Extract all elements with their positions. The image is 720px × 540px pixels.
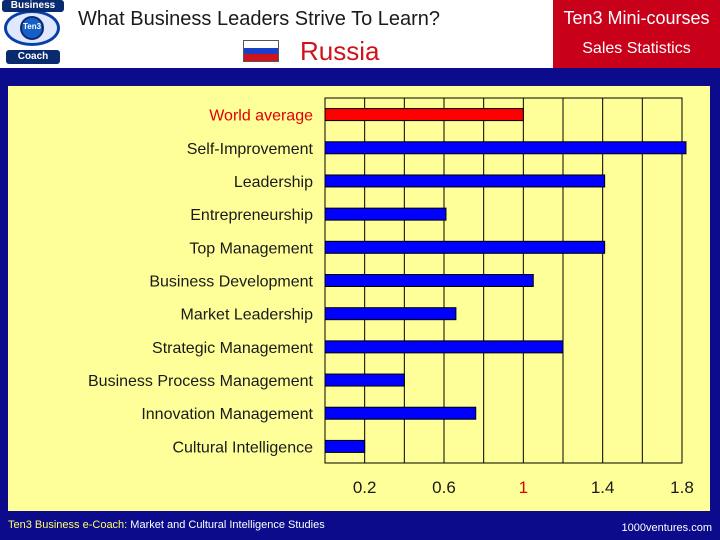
series-subtitle: Sales Statistics	[582, 40, 691, 57]
bar-chart: World average Self-Improvement Leadership E…	[88, 97, 694, 497]
footer-caption: Ten3 Business e-Coach: Market and Cultur…	[8, 519, 325, 531]
bar	[324, 240, 606, 254]
bar	[324, 207, 447, 221]
logo-top-text: Business	[2, 0, 64, 12]
x-tick-label: 1.8	[670, 478, 694, 497]
country-title: Russia	[300, 36, 380, 66]
bar	[324, 108, 524, 122]
russia-flag-icon	[243, 40, 279, 62]
category-label: World average	[209, 108, 313, 125]
category-label: Innovation Management	[141, 406, 313, 423]
bar	[324, 373, 405, 387]
bar	[324, 274, 534, 287]
logo-bottom-text: Coach	[6, 50, 60, 64]
bar	[324, 174, 606, 188]
category-label: Entrepreneurship	[190, 207, 313, 224]
bar	[324, 406, 477, 420]
chart-panel: World average Self-Improvement Leadership E…	[8, 86, 710, 511]
category-label: Business Development	[149, 274, 313, 291]
category-label: Cultural Intelligence	[172, 439, 313, 456]
eye-icon: Ten3	[20, 16, 44, 40]
category-label: Strategic Management	[152, 340, 314, 357]
category-label: Top Management	[189, 240, 313, 257]
bar	[324, 307, 457, 321]
x-tick-label: 1	[519, 478, 528, 497]
x-tick-label: 0.2	[353, 478, 377, 497]
bar	[324, 141, 687, 155]
logo-mid-text: Ten3	[22, 22, 42, 31]
header: Ten3 Business Coach What Business Leader…	[0, 0, 720, 68]
page-title: What Business Leaders Strive To Learn?	[78, 8, 441, 30]
category-label: Leadership	[234, 174, 313, 191]
footer-subtitle: Market and Cultural Intelligence Studies	[127, 519, 325, 531]
footer-site-link[interactable]: 1000ventures.com	[621, 522, 713, 534]
business-coach-logo[interactable]: Ten3 Business Coach	[0, 0, 66, 68]
bar	[324, 340, 564, 354]
x-tick-label: 1.4	[591, 478, 615, 497]
category-label: Market Leadership	[180, 307, 313, 324]
series-title: Ten3 Mini-courses	[563, 8, 710, 28]
x-tick-label: 0.6	[432, 478, 456, 497]
category-label: Business Process Management	[88, 373, 314, 390]
category-label: Self-Improvement	[187, 141, 314, 158]
footer-brand: Ten3 Business e-Coach:	[8, 519, 128, 531]
series-panel: Ten3 Mini-courses Sales Statistics	[553, 0, 720, 68]
bar	[324, 439, 366, 453]
